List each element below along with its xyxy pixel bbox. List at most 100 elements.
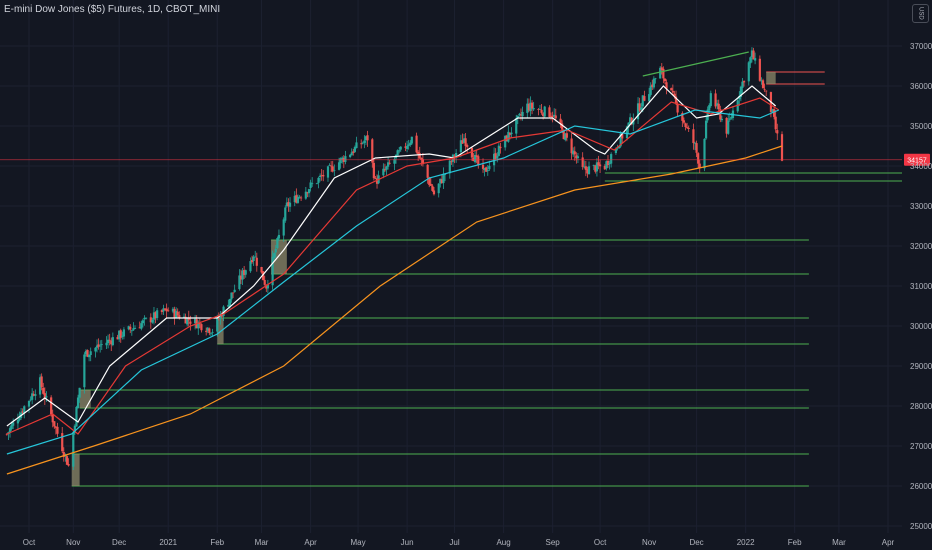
candle-body-156 [350, 152, 353, 156]
candle-body-119 [266, 284, 269, 289]
candle-body-279 [621, 133, 624, 139]
candle-body-143 [320, 175, 323, 176]
candle-body-324 [720, 118, 723, 121]
candle-body-141 [317, 177, 320, 183]
candle-body-139 [311, 183, 314, 185]
candle-body-29 [67, 463, 70, 466]
candle-body-270 [603, 165, 606, 170]
candle-body-321 [716, 103, 719, 106]
candle-body-282 [629, 117, 632, 124]
candle-body-236 [527, 103, 530, 111]
candle-body-218 [486, 170, 489, 172]
x-tick-2022: 2022 [737, 538, 755, 547]
candle-body-127 [285, 202, 288, 207]
candle-body-350 [780, 134, 784, 161]
candle-body-118 [265, 284, 268, 289]
candle-body-22 [53, 421, 56, 427]
candle-body-288 [641, 95, 644, 107]
candles [5, 47, 784, 471]
y-tick-37000: 37000 [910, 42, 932, 51]
candle-body-253 [564, 133, 567, 140]
zone-jan [766, 72, 776, 84]
candle-body-136 [306, 192, 309, 194]
candle-body-54 [122, 329, 126, 337]
candle-body-198 [442, 173, 445, 184]
candle-body-104 [233, 289, 236, 293]
candle-body-71 [162, 308, 165, 312]
candle-body-289 [643, 96, 646, 101]
candle-body-264 [587, 166, 591, 175]
candle-body-77 [175, 310, 178, 318]
candle-body-234 [521, 111, 524, 117]
candle-body-81 [184, 316, 187, 324]
candle-body-256 [572, 150, 575, 155]
candle-body-72 [163, 308, 167, 310]
candle-body-261 [583, 166, 586, 168]
candle-body-340 [758, 58, 761, 81]
currency-badge[interactable]: USD [912, 4, 929, 23]
candle-body-209 [466, 145, 469, 148]
candle-body-217 [485, 167, 488, 172]
candle-body-190 [426, 164, 429, 178]
candle-body-283 [630, 117, 633, 124]
candle-body-300 [670, 88, 673, 91]
x-tick-sep: Sep [546, 538, 561, 547]
candle-body-107 [241, 270, 244, 280]
candle-body-320 [714, 93, 717, 107]
candle-body-25 [61, 433, 64, 452]
y-tick-29000: 29000 [910, 362, 932, 371]
x-tick-feb: Feb [210, 538, 224, 547]
candle-body-307 [684, 123, 687, 128]
candle-body-171 [383, 169, 387, 171]
candle-body-151 [339, 158, 342, 164]
candle-body-268 [597, 162, 600, 166]
candle-body-181 [405, 146, 409, 149]
ma-50 [6, 109, 780, 455]
candle-body-105 [238, 275, 241, 290]
grid [0, 0, 902, 533]
candle-body-145 [326, 166, 330, 178]
candle-body-0 [5, 433, 8, 435]
candle-body-68 [154, 312, 157, 319]
candle-body-87 [197, 322, 200, 329]
candle-body-245 [548, 107, 551, 117]
x-tick-oct: Oct [594, 538, 607, 547]
candle-body-200 [448, 160, 451, 174]
candle-body-175 [393, 159, 396, 164]
candle-body-152 [341, 157, 344, 160]
y-tick-32000: 32000 [910, 242, 932, 251]
trendline [642, 51, 749, 77]
ma-200 [6, 145, 783, 475]
candle-body-339 [754, 58, 757, 61]
time-axis: Oct Nov Dec 2021 Feb Mar Apr May Jun Jul Aug Sep Oct… [23, 538, 895, 547]
candle-body-348 [774, 116, 777, 130]
candle-body-194 [432, 190, 436, 195]
candle-body-48 [110, 340, 113, 345]
candle-body-332 [739, 86, 742, 98]
candle-body-37 [86, 349, 89, 357]
candle-body-69 [156, 310, 159, 318]
trendline-group [642, 51, 749, 77]
candle-body-343 [763, 88, 766, 90]
candle-body-15 [38, 377, 42, 395]
candle-body-193 [431, 185, 434, 191]
candle-body-5 [16, 420, 20, 424]
candle-body-134 [299, 197, 303, 199]
candle-body-163 [364, 136, 368, 141]
candle-body-63 [143, 317, 146, 320]
candle-body-263 [586, 169, 589, 174]
x-tick-oct: Oct [23, 538, 36, 547]
candle-body-310 [692, 129, 695, 144]
candle-body-47 [108, 339, 111, 341]
candle-body-308 [685, 127, 689, 128]
x-tick-nov: Nov [66, 538, 80, 547]
candle-body-121 [273, 253, 276, 258]
candle-body-230 [515, 118, 518, 134]
candle-body-146 [328, 165, 331, 166]
candle-body-62 [141, 320, 145, 324]
candle-body-312 [695, 143, 698, 153]
candle-body-116 [262, 271, 265, 281]
candle-body-117 [263, 279, 266, 285]
